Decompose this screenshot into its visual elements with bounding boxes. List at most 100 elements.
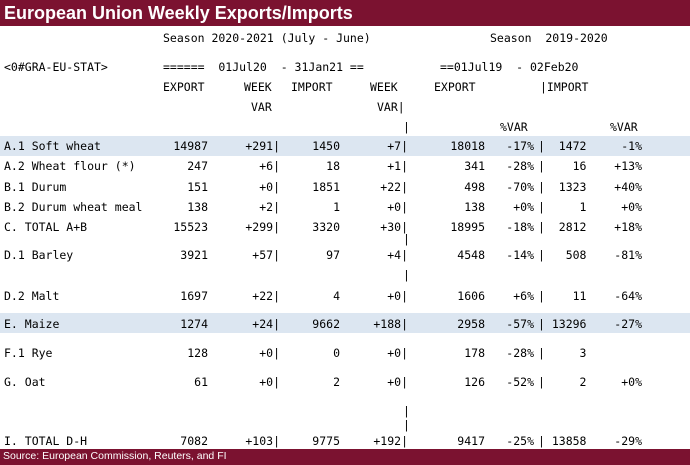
table-cell-imp: 4 [333, 289, 340, 303]
table-cell-exp2: 126 [464, 375, 485, 389]
table-cell-name: D.2 Malt [4, 289, 60, 303]
row-highlight-soft-wheat [0, 136, 690, 156]
table-cell-wv2: +4| [387, 248, 408, 262]
table-cell-name: E. Maize [4, 317, 60, 331]
table-cell-pv: -18% [506, 220, 534, 234]
table-cell-pv2: -29% [614, 434, 642, 448]
col-week-var-header: WEEK [244, 80, 272, 94]
table-cell-wv: +57| [252, 248, 280, 262]
table-cell-wv2: +188| [373, 317, 408, 331]
table-cell-wv: +2| [259, 200, 280, 214]
table-cell-pv: -57% [506, 317, 534, 331]
table-cell-wv2: +192| [373, 434, 408, 448]
table-cell-name: F.1 Rye [4, 346, 53, 360]
table-cell-exp: 138 [187, 200, 208, 214]
table-cell-imp: 1450 [312, 139, 340, 153]
table-cell-exp2: 341 [464, 159, 485, 173]
table-cell-exp2: 4548 [457, 248, 485, 262]
table-cell-exp2: 18995 [450, 220, 485, 234]
table-cell-pv: -25% [506, 434, 534, 448]
row-highlight-maize [0, 313, 690, 333]
table-cell-pv2: +13% [614, 159, 642, 173]
table-cell-exp: 7082 [180, 434, 208, 448]
table-cell-exp: 247 [187, 159, 208, 173]
table-cell-wv2: +22| [380, 180, 408, 194]
table-cell-pv2: +0% [621, 375, 642, 389]
table-cell-imp: 9775 [312, 434, 340, 448]
table-cell-exp: 15523 [173, 220, 208, 234]
season-previous-label: Season 2019-2020 [490, 31, 608, 45]
page-title: European Union Weekly Exports/Imports [4, 3, 353, 23]
table-cell-wv2: +30| [380, 220, 408, 234]
ric-code: <0#GRA-EU-STAT> [4, 60, 108, 74]
table-cell-wv2: +1| [387, 159, 408, 173]
table-cell-pv2: +0% [621, 200, 642, 214]
table-cell-imp2: | 13296 [538, 317, 587, 331]
table-cell-imp2: | 2 [538, 375, 587, 389]
col-import-prev-header: |IMPORT [540, 80, 589, 94]
title-bar: European Union Weekly Exports/Imports [0, 0, 690, 26]
table-cell-pv: +0% [513, 200, 534, 214]
col-pctvar2-header: %VAR [610, 120, 638, 134]
separator: | [403, 404, 410, 418]
table-cell-imp2: | 13858 [538, 434, 587, 448]
source-text: Source: European Commission, Reuters, an… [3, 450, 227, 462]
table-cell-imp: 97 [326, 248, 340, 262]
col-var-subheader: VAR [251, 100, 272, 114]
table-cell-pv: +6% [513, 289, 534, 303]
table-cell-pv2: +40% [614, 180, 642, 194]
col-export-header: EXPORT [163, 80, 205, 94]
table-cell-pv: -70% [506, 180, 534, 194]
table-cell-exp2: 138 [464, 200, 485, 214]
table-cell-exp2: 178 [464, 346, 485, 360]
table-cell-pv2: -64% [614, 289, 642, 303]
table-cell-imp: 1 [333, 200, 340, 214]
table-cell-imp: 18 [326, 159, 340, 173]
table-cell-name: B.2 Durum wheat meal [4, 200, 143, 214]
table-cell-pv: -28% [506, 159, 534, 173]
table-cell-imp2: | 11 [538, 289, 587, 303]
table-cell-name: I. TOTAL D-H [4, 434, 88, 448]
table-cell-exp: 128 [187, 346, 208, 360]
table-cell-pv2: -1% [621, 139, 642, 153]
date-range-current: ====== 01Jul20 - 31Jan21 == [163, 60, 364, 74]
table-cell-exp: 151 [187, 180, 208, 194]
table-cell-pv2: +18% [614, 220, 642, 234]
table-cell-pv: -52% [506, 375, 534, 389]
table-cell-imp2: | 1 [538, 200, 587, 214]
separator: | [403, 120, 410, 134]
table-cell-pv: -14% [506, 248, 534, 262]
table-cell-imp2: | 16 [538, 159, 587, 173]
table-cell-exp2: 498 [464, 180, 485, 194]
table-cell-imp: 2 [333, 375, 340, 389]
table-cell-wv: +0| [259, 346, 280, 360]
table-cell-wv2: +0| [387, 289, 408, 303]
season-current-label: Season 2020-2021 (July - June) [163, 31, 371, 45]
table-cell-exp2: 2958 [457, 317, 485, 331]
table-cell-imp: 3320 [312, 220, 340, 234]
table-cell-exp: 61 [194, 375, 208, 389]
table-cell-name: A.2 Wheat flour (*) [4, 159, 136, 173]
table-cell-imp2: | 3 [538, 346, 587, 360]
table-cell-imp: 0 [333, 346, 340, 360]
table-cell-name: B.1 Durum [4, 180, 67, 194]
table-cell-imp2: | 1323 [538, 180, 587, 194]
table-cell-imp2: | 1472 [538, 139, 587, 153]
col-pctvar-header: %VAR [500, 120, 528, 134]
table-cell-name: G. Oat [4, 375, 46, 389]
table-cell-name: D.1 Barley [4, 248, 74, 262]
table-cell-imp2: | 2812 [538, 220, 587, 234]
separator: | [403, 268, 410, 282]
table-cell-wv: +291| [245, 139, 280, 153]
date-range-previous: ==01Jul19 - 02Feb20 [440, 60, 579, 74]
col-export-prev-header: EXPORT [434, 80, 476, 94]
table-cell-wv: +24| [252, 317, 280, 331]
table-cell-wv: +0| [259, 180, 280, 194]
table-cell-wv: +0| [259, 375, 280, 389]
table-cell-pv: -17% [506, 139, 534, 153]
table-cell-wv: +103| [245, 434, 280, 448]
table-cell-imp2: | 508 [538, 248, 587, 262]
table-cell-exp: 1274 [180, 317, 208, 331]
table-cell-pv: -28% [506, 346, 534, 360]
table-cell-wv2: +0| [387, 375, 408, 389]
